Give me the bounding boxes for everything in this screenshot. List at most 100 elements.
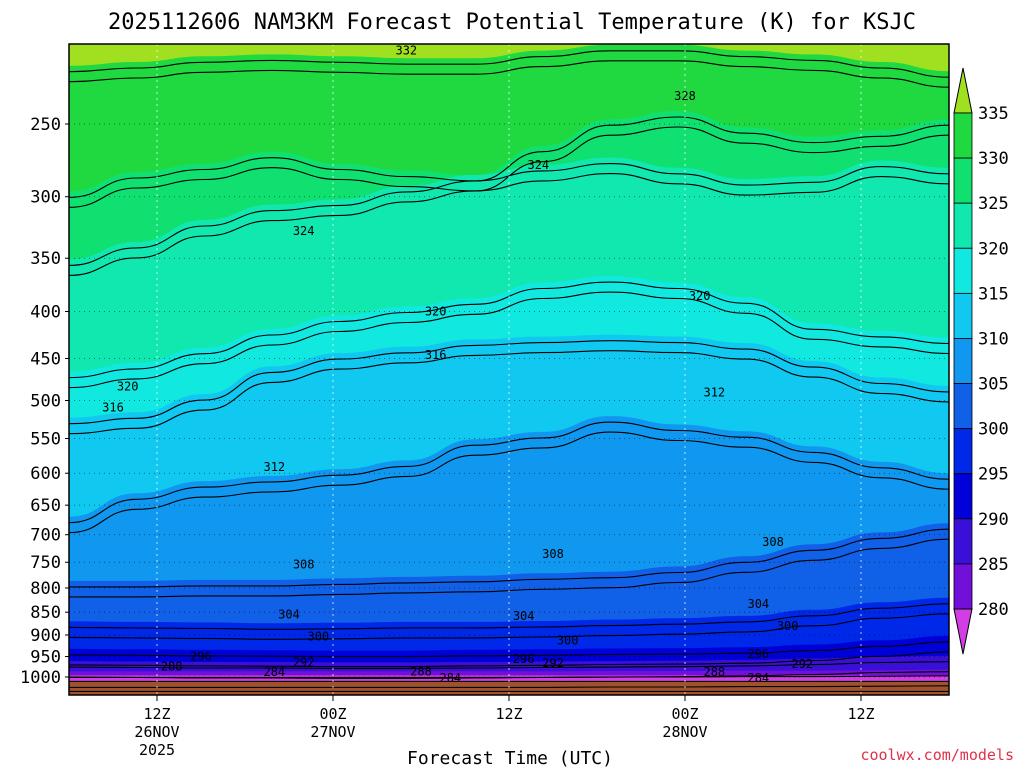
contour-label-27: 288	[410, 664, 432, 678]
contour-label-23: 292	[293, 655, 315, 669]
contour-label-2: 324	[527, 158, 549, 172]
contour-label-28: 288	[703, 665, 725, 679]
colorbar-label-330: 330	[978, 149, 1009, 169]
x-axis-label: Forecast Time (UTC)	[407, 748, 613, 768]
contour-label-text: 284	[263, 665, 285, 679]
contour-label-30: 284	[439, 671, 461, 685]
credit-text: coolwx.com/models	[860, 746, 1014, 764]
y-tick-label-750: 750	[30, 553, 61, 573]
contour-label-31: 284	[747, 671, 769, 685]
contour-label-0: 332	[395, 44, 417, 58]
y-tick-label-600: 600	[30, 464, 61, 484]
y-tick-label-250: 250	[30, 115, 61, 135]
y-tick-label-300: 300	[30, 188, 61, 208]
contour-label-29: 284	[263, 665, 285, 679]
contour-label-24: 292	[542, 656, 564, 670]
y-tick-label-1000: 1000	[20, 668, 61, 688]
y-tick-label-550: 550	[30, 430, 61, 450]
contour-label-26: 288	[161, 659, 183, 673]
contour-label-22: 296	[747, 647, 769, 661]
contour-295-b	[69, 651, 949, 668]
contour-label-text: 304	[513, 609, 535, 623]
contour-label-16: 304	[747, 597, 769, 611]
contour-300-b	[69, 613, 949, 640]
y-tick-label-800: 800	[30, 579, 61, 599]
contour-310	[69, 421, 949, 524]
colorbar-swatch-4	[953, 292, 973, 339]
x-tick-time-4: 12Z	[847, 705, 874, 723]
contour-label-text: 304	[747, 597, 769, 611]
contour-label-15: 304	[513, 609, 535, 623]
contour-label-text: 308	[542, 547, 564, 561]
y-tick-label-650: 650	[30, 496, 61, 516]
contour-label-21: 296	[513, 652, 535, 666]
contour-label-7: 316	[425, 348, 447, 362]
contour-label-text: 324	[293, 224, 315, 238]
contour-label-text: 288	[703, 665, 725, 679]
contour-label-10: 312	[263, 460, 285, 474]
colorbar-swatch-2	[953, 202, 973, 249]
contour-label-9: 312	[703, 385, 725, 399]
colorbar-swatch-9	[953, 518, 973, 565]
contour-label-1: 328	[674, 89, 696, 103]
contour-label-text: 316	[425, 348, 447, 362]
contour-label-25: 292	[791, 657, 813, 671]
contour-320-b	[69, 291, 949, 389]
y-tick-label-400: 400	[30, 302, 61, 322]
contour-label-19: 300	[777, 619, 799, 633]
contour-label-text: 300	[557, 634, 579, 648]
contour-330-b	[69, 126, 949, 208]
plot-area	[69, 44, 949, 695]
contour-label-text: 296	[513, 652, 535, 666]
contour-label-12: 308	[542, 547, 564, 561]
colorbar-swatch-5	[953, 338, 973, 384]
contour-325-b	[69, 173, 949, 276]
contour-label-text: 320	[689, 289, 711, 303]
contour-label-5: 320	[425, 304, 447, 318]
contour-label-text: 320	[425, 304, 447, 318]
x-tick-date-0: 26NOV	[134, 723, 179, 741]
contour-label-3: 324	[293, 224, 315, 238]
colorbar-label-290: 290	[978, 510, 1009, 530]
contour-label-6: 320	[117, 380, 139, 394]
contour-label-17: 300	[307, 629, 329, 643]
colorbar-swatch-7	[953, 428, 973, 475]
contour-290	[69, 661, 949, 669]
colorbar-swatch-10	[953, 563, 973, 610]
contour-label-8: 316	[102, 401, 124, 415]
colorbar: 335 330 325 320 315 310 305 300 295 290 285 280	[953, 67, 1009, 655]
contour-320	[69, 281, 949, 379]
colorbar-label-300: 300	[978, 420, 1009, 440]
y-tick-label-700: 700	[30, 526, 61, 546]
contour-label-14: 304	[278, 608, 300, 622]
contour-label-text: 320	[117, 380, 139, 394]
contour-label-text: 292	[293, 655, 315, 669]
colorbar-swatch-8	[953, 473, 973, 520]
x-tick-date-3: 28NOV	[662, 723, 707, 741]
contour-label-text: 312	[263, 460, 285, 474]
contour-label-18: 300	[557, 634, 579, 648]
pressure-axis: 250 300 350 400 450 500 550 600 650 700 750 800 850 9…	[20, 115, 69, 688]
x-tick-year-0: 2025	[139, 741, 175, 759]
contour-label-text: 316	[102, 401, 124, 415]
y-tick-label-950: 950	[30, 648, 61, 668]
colorbar-top-arrow	[953, 67, 973, 114]
x-tick-time-1: 00Z	[319, 705, 346, 723]
colorbar-label-335: 335	[978, 104, 1009, 124]
x-tick-time-0: 12Z	[143, 705, 170, 723]
grid-lines	[69, 44, 949, 695]
contour-label-text: 324	[527, 158, 549, 172]
y-tick-label-500: 500	[30, 392, 61, 412]
contour-325	[69, 163, 949, 266]
contour-label-4: 320	[689, 289, 711, 303]
y-tick-label-900: 900	[30, 626, 61, 646]
contour-label-text: 312	[703, 385, 725, 399]
chart-title: 2025112606 NAM3KM Forecast Potential Tem…	[108, 10, 916, 35]
colorbar-label-325: 325	[978, 194, 1009, 214]
contour-label-text: 292	[791, 657, 813, 671]
colorbar-swatch-0	[953, 112, 973, 159]
contour-label-text: 328	[674, 89, 696, 103]
colorbar-bottom-arrow	[953, 608, 973, 655]
